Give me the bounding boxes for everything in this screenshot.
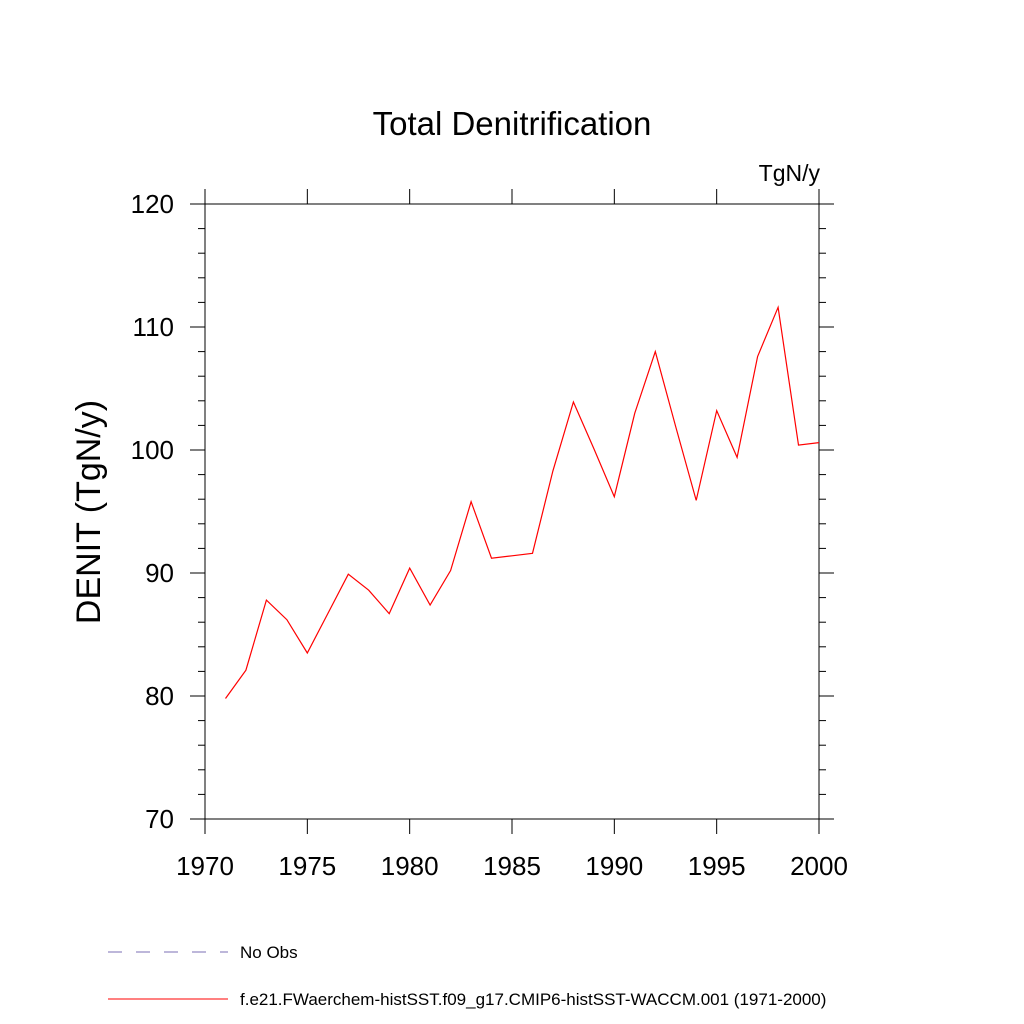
legend: No Obs f.e21.FWaerchem-histSST.f09_g17.CM… <box>108 943 826 1009</box>
y-tick-label: 70 <box>145 804 174 834</box>
x-tick-label: 1995 <box>688 851 746 881</box>
x-tick-label: 1990 <box>585 851 643 881</box>
x-tick-label: 1985 <box>483 851 541 881</box>
y-axis-label: DENIT (TgN/y) <box>70 400 108 624</box>
y-tick-labels: 70 80 90 100 110 120 <box>131 189 174 834</box>
x-tick-label: 2000 <box>790 851 848 881</box>
y-tick-label: 90 <box>145 558 174 588</box>
x-tick-label: 1975 <box>278 851 336 881</box>
y-tick-label: 80 <box>145 681 174 711</box>
plot-frame <box>204 203 820 820</box>
y-tick-label: 100 <box>131 435 174 465</box>
x-tick-label: 1980 <box>381 851 439 881</box>
y-tick-label: 110 <box>133 312 174 342</box>
chart-title: Total Denitrification <box>373 105 652 142</box>
units-label: TgN/y <box>759 160 821 186</box>
legend-label: No Obs <box>240 943 298 962</box>
y-tick-label: 120 <box>131 189 174 219</box>
x-tick-label: 1970 <box>176 851 234 881</box>
series-layer <box>225 305 820 699</box>
legend-label: f.e21.FWaerchem-histSST.f09_g17.CMIP6-hi… <box>240 990 826 1009</box>
x-tick-labels: 1970 1975 1980 1985 1990 1995 2000 <box>176 851 848 881</box>
series-line <box>225 305 820 699</box>
tick-marks <box>190 189 834 834</box>
